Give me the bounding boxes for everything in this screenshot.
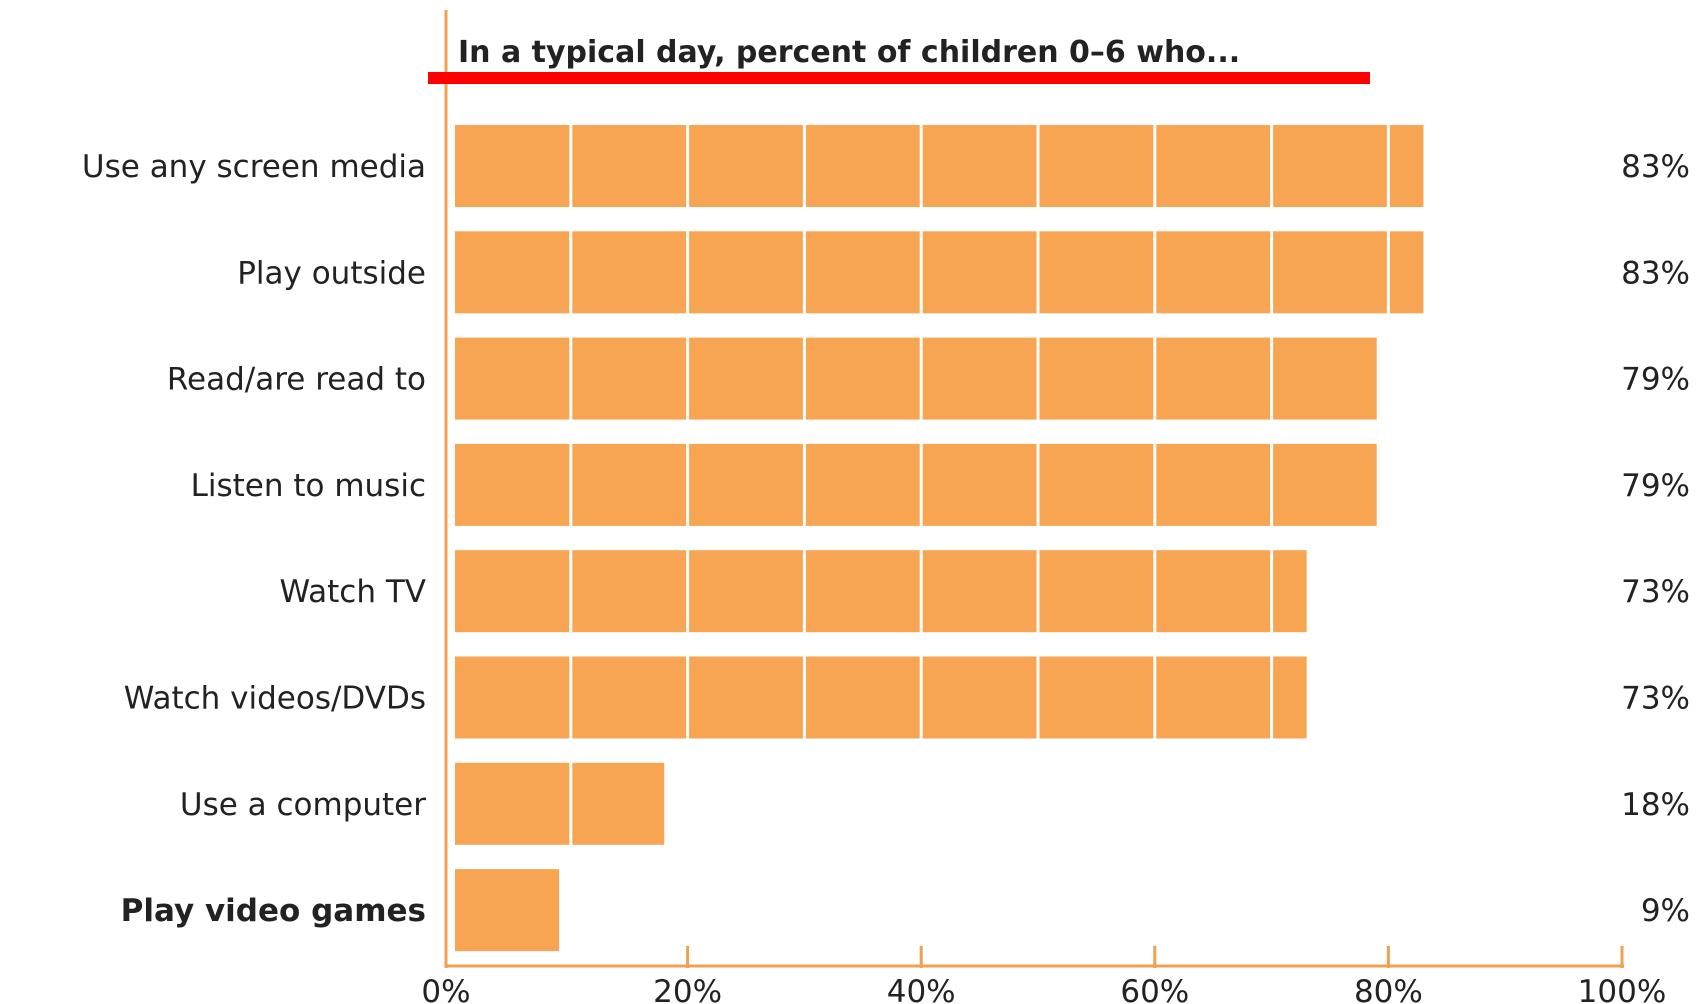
category-label-4: Watch TV [279,574,426,610]
axis-layer: 0% 20% 40% 60% 80% 100% [421,10,1666,1004]
value-label-6: 18% [1621,787,1690,823]
category-label-3: Listen to music [191,468,426,504]
bar-2 [455,337,1377,420]
category-label-0: Use any screen media [82,149,426,185]
x-tick-label-1: 20% [653,974,722,1004]
labels-layer: Use any screen media 83% Play outside 83% Re… [82,149,1690,929]
x-tick-label-0: 0% [421,974,470,1004]
value-label-2: 79% [1621,362,1690,398]
value-label-3: 79% [1621,468,1690,504]
bar-0 [455,125,1424,207]
bar-7 [455,869,560,952]
category-label-6: Use a computer [180,787,426,823]
value-label-4: 73% [1621,574,1690,610]
title-layer: In a typical day, percent of children 0–… [428,35,1370,84]
category-label-5: Watch videos/DVDs [124,681,426,717]
value-label-1: 83% [1621,255,1690,291]
category-label-7: Play video games [121,893,426,929]
bar-4 [455,550,1307,633]
bar-1 [455,231,1424,314]
chart-title: In a typical day, percent of children 0–… [458,35,1240,70]
bar-5 [455,656,1307,739]
category-label-2: Read/are read to [167,362,426,398]
x-tick-label-5: 100% [1578,974,1667,1004]
value-label-7: 9% [1641,893,1690,929]
x-tick-label-2: 40% [887,974,956,1004]
x-tick-label-4: 80% [1354,974,1423,1004]
value-label-0: 83% [1621,149,1690,185]
bar-6 [455,762,665,845]
bars-layer [455,125,1424,952]
category-label-1: Play outside [237,255,426,291]
bar-3 [455,443,1377,526]
x-tick-label-3: 60% [1120,974,1189,1004]
value-label-5: 73% [1621,681,1690,717]
